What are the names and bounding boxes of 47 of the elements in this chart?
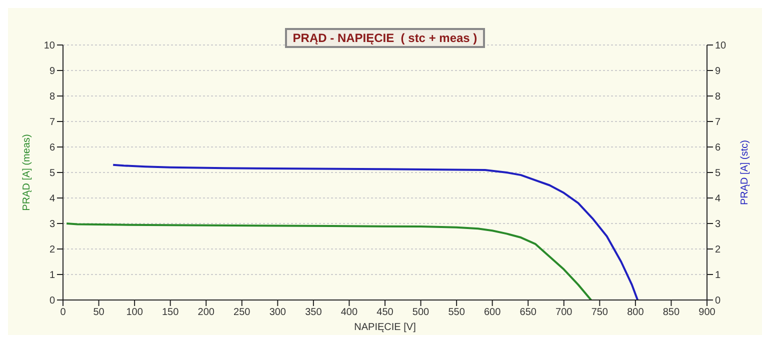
y-axis-title: PRĄD [A] (meas) [22, 134, 33, 211]
x-tick-label: 350 [305, 307, 322, 318]
x-tick-label: 850 [662, 307, 680, 318]
x-tick-label: 550 [448, 307, 466, 318]
x-tick-label: 200 [198, 307, 215, 318]
x-tick-label: 700 [556, 307, 573, 318]
y2-tick-label: 2 [715, 244, 721, 256]
y-tick-label: 3 [49, 219, 56, 230]
y2-tick-label: 5 [715, 168, 721, 180]
x-tick-label: 0 [60, 307, 66, 318]
y2-tick-label: 1 [715, 270, 721, 282]
x-tick-label: 50 [93, 307, 105, 318]
y2-tick-label: 10 [715, 40, 727, 52]
y-tick-label: 0 [49, 296, 56, 307]
y2-axis-title: PRĄD [A] (stc) [740, 140, 751, 206]
x-tick-label: 750 [591, 307, 608, 318]
y-tick-label: 10 [44, 40, 56, 52]
y2-tick-label: 8 [715, 92, 721, 103]
y2-tick-label: 9 [715, 66, 721, 78]
x-tick-label: 250 [234, 307, 251, 318]
x-tick-label: 150 [162, 307, 180, 318]
y2-tick-label: 0 [715, 296, 721, 307]
x-tick-label: 300 [269, 307, 286, 318]
y2-tick-label: 4 [715, 194, 721, 205]
x-tick-label: 500 [412, 307, 430, 318]
y-tick-label: 2 [49, 244, 56, 256]
y-tick-label: 4 [49, 194, 56, 205]
x-tick-label: 650 [520, 307, 537, 318]
y-tick-label: 7 [49, 117, 56, 128]
x-tick-label: 900 [698, 307, 716, 318]
y2-tick-label: 7 [715, 117, 721, 128]
line-series [112, 164, 639, 300]
y-tick-label: 1 [49, 270, 56, 282]
x-axis-title: NAPIĘCIE [V] [354, 322, 416, 333]
y-tick-label: 5 [49, 168, 56, 180]
x-tick-label: 800 [627, 307, 644, 318]
x-tick-label: 600 [484, 307, 502, 318]
y-tick-label: 8 [49, 92, 56, 103]
y-tick-label: 6 [49, 142, 56, 154]
x-tick-label: 400 [340, 307, 358, 318]
y-tick-label: 9 [49, 66, 56, 78]
chart-title: PRĄD - NAPIĘCIE ( stc + meas ) [284, 28, 486, 48]
line-series [66, 222, 592, 300]
y2-tick-label: 6 [715, 142, 721, 154]
x-tick-label: 100 [126, 307, 144, 318]
y2-tick-label: 3 [715, 219, 721, 230]
x-tick-label: 450 [376, 307, 394, 318]
